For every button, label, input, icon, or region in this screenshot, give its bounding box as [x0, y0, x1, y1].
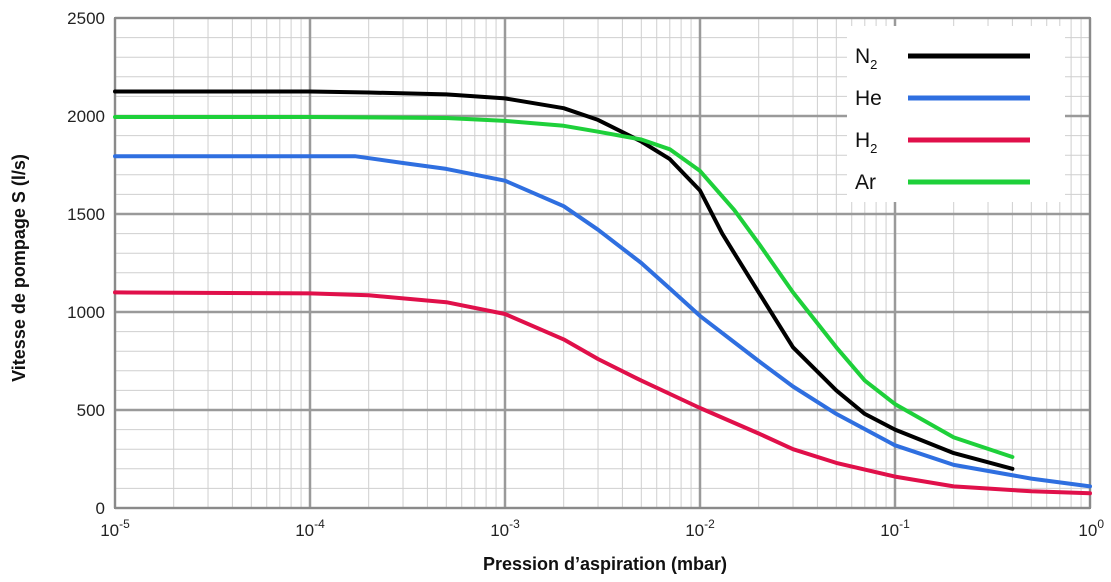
y-axis-title: Vitesse de pompage S (l/s)	[9, 154, 29, 382]
x-axis-title: Pression d’aspiration (mbar)	[483, 554, 727, 574]
y-axis-ticks: 0 500 1000 1500 2000 2500	[67, 9, 105, 518]
legend: N2 He H2 Ar	[847, 26, 1065, 202]
y-tick-label: 0	[96, 499, 105, 518]
x-tick-label: 10-5	[100, 517, 130, 540]
y-tick-label: 1500	[67, 205, 105, 224]
y-tick-label: 2000	[67, 107, 105, 126]
y-tick-label: 500	[77, 401, 105, 420]
y-tick-label: 1000	[67, 303, 105, 322]
legend-label-h2: H2	[855, 129, 877, 156]
x-tick-label: 100	[1078, 517, 1104, 540]
series-line-n2	[113, 89, 1015, 471]
legend-label-n2: N2	[855, 45, 877, 72]
x-tick-label: 10-2	[685, 517, 715, 540]
x-axis-ticks: 10-5 10-4 10-3 10-2 10-1 100	[100, 517, 1104, 540]
y-tick-label: 2500	[67, 9, 105, 28]
series-line-he	[113, 154, 1092, 489]
legend-background	[847, 26, 1065, 202]
legend-label-he: He	[855, 87, 882, 110]
minor-gridlines	[115, 18, 1090, 508]
legend-label-ar: Ar	[855, 171, 876, 194]
x-tick-label: 10-4	[295, 517, 325, 540]
series-layer	[113, 89, 1092, 496]
x-tick-label: 10-1	[880, 517, 910, 540]
x-tick-label: 10-3	[490, 517, 520, 540]
plot-area-frame	[114, 17, 1091, 509]
series-line-ar	[113, 115, 1015, 459]
series-line-h2	[113, 290, 1092, 496]
